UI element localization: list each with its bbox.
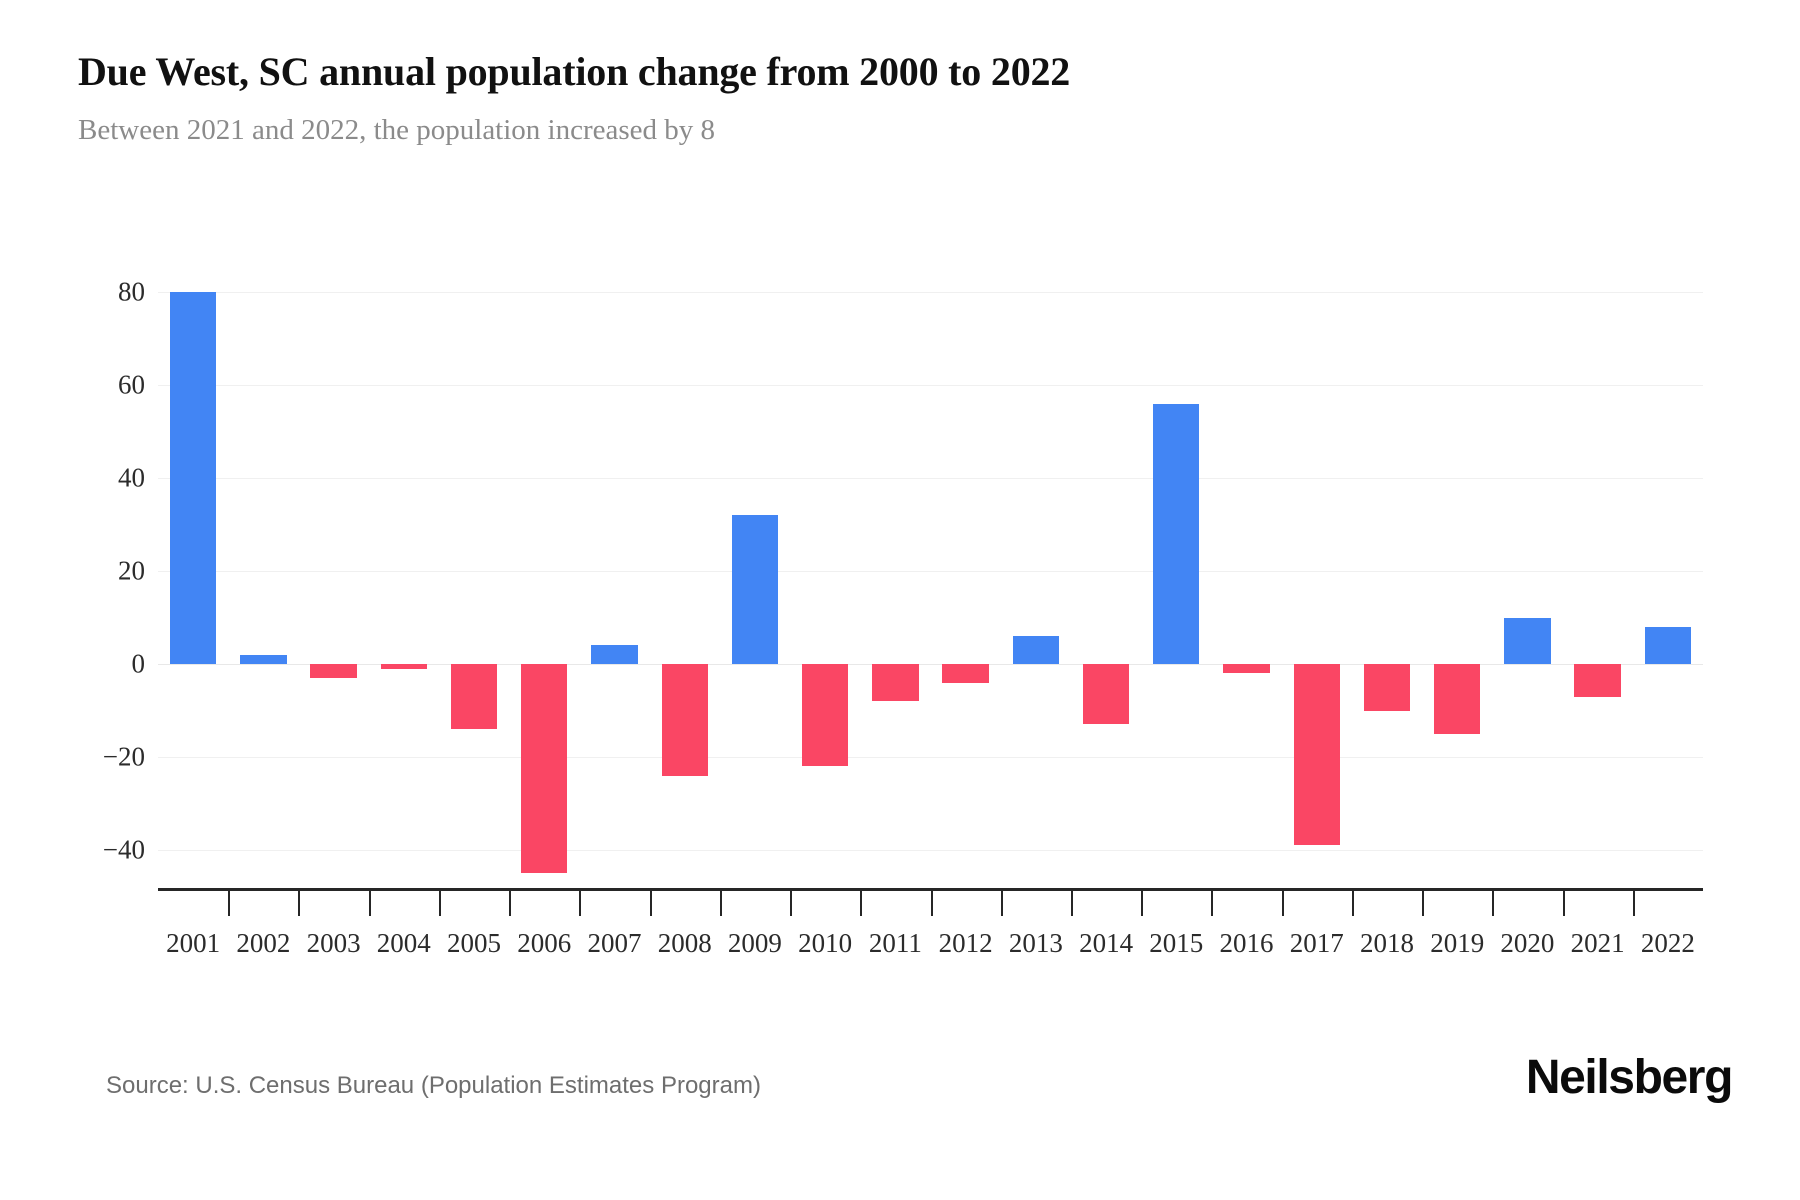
bar-2007[interactable]: [591, 645, 638, 664]
x-axis-tick: [1281, 890, 1284, 916]
bar-2017[interactable]: [1293, 664, 1340, 846]
x-axis-tick: [860, 890, 863, 916]
x-axis-tick: [1070, 890, 1073, 916]
y-axis-tick-label: 0: [131, 648, 146, 679]
gridline: [158, 757, 1703, 758]
bar-2022[interactable]: [1644, 626, 1692, 664]
x-axis-tick-label: 2014: [1079, 928, 1134, 958]
x-axis-tick-label: 2010: [798, 928, 853, 958]
y-axis-tick-label: 80: [118, 276, 145, 307]
x-axis-tick: [1492, 890, 1495, 916]
x-axis-tick-label: 2016: [1219, 928, 1274, 958]
x-axis-tick: [719, 890, 722, 916]
x-axis-tick-label: 2013: [1008, 928, 1063, 958]
x-axis-tick: [368, 890, 371, 916]
bar-2014[interactable]: [1082, 664, 1130, 725]
x-axis-tick-label: 2018: [1359, 928, 1414, 958]
x-axis-tick: [649, 890, 652, 916]
bar-2018[interactable]: [1363, 664, 1411, 711]
gridline: [158, 478, 1703, 479]
bar-2003[interactable]: [310, 664, 357, 678]
x-axis-tick: [930, 890, 933, 916]
x-axis-tick-label: 2015: [1149, 928, 1204, 958]
bar-2011[interactable]: [872, 664, 919, 702]
gridline: [158, 850, 1703, 851]
x-axis-tick-label: 2002: [236, 928, 291, 958]
bar-2021[interactable]: [1574, 664, 1621, 697]
bar-2015[interactable]: [1153, 403, 1200, 664]
bar-2013[interactable]: [1012, 636, 1059, 664]
x-axis-tick: [1000, 890, 1003, 916]
x-axis-tick-label: 2019: [1430, 928, 1485, 958]
x-axis-tick-label: 2020: [1500, 928, 1555, 958]
x-axis-tick-label: 2022: [1640, 928, 1695, 958]
x-axis-tick: [298, 890, 301, 916]
chart-subtitle: Between 2021 and 2022, the population in…: [78, 114, 716, 147]
bar-2012[interactable]: [942, 664, 989, 683]
x-axis-tick: [509, 890, 512, 916]
x-axis-tick-label: 2017: [1289, 928, 1344, 958]
page-title: Due West, SC annual population change fr…: [78, 49, 1071, 94]
x-axis-tick: [1141, 890, 1144, 916]
x-axis-tick: [790, 890, 793, 916]
bar-2005[interactable]: [450, 664, 498, 730]
x-axis-tick-label: 2021: [1570, 928, 1625, 958]
chart-header: Due West, SC annual population change fr…: [78, 48, 1740, 148]
y-axis-tick-label: −40: [102, 834, 145, 865]
x-axis-tick: [1562, 890, 1565, 916]
bars-group: [158, 0, 1703, 1200]
bar-2006[interactable]: [521, 664, 568, 874]
x-axis-tick-label: 2008: [657, 928, 712, 958]
gridline: [158, 292, 1703, 293]
x-axis-tick: [438, 890, 441, 916]
x-axis-tick-label: 2009: [727, 928, 782, 958]
x-axis-tick-label: 2005: [447, 928, 502, 958]
y-axis-tick-label: 40: [118, 462, 145, 493]
x-axis-tick: [1422, 890, 1425, 916]
bar-2001[interactable]: [169, 292, 217, 664]
x-axis-tick-label: 2006: [517, 928, 572, 958]
x-axis-line: [158, 888, 1703, 891]
bar-2016[interactable]: [1223, 664, 1270, 674]
gridline: [158, 571, 1703, 572]
bar-2009[interactable]: [731, 515, 779, 664]
x-axis-tick-label: 2007: [587, 928, 642, 958]
bar-2019[interactable]: [1434, 664, 1481, 734]
bar-2004[interactable]: [380, 664, 427, 669]
y-axis-tick-label: −20: [102, 741, 145, 772]
x-axis-tick: [1211, 890, 1214, 916]
x-axis-tick-label: 2003: [306, 928, 361, 958]
bar-2002[interactable]: [240, 654, 287, 664]
x-axis-tick-label: 2004: [376, 928, 431, 958]
x-axis-tick-label: 2011: [868, 928, 922, 958]
x-axis-tick: [579, 890, 582, 916]
gridline: [158, 664, 1703, 665]
x-axis-tick: [228, 890, 231, 916]
x-axis-tick-label: 2012: [938, 928, 993, 958]
brand-logo: Neilsberg: [1525, 1051, 1734, 1104]
source-note: Source: U.S. Census Bureau (Population E…: [106, 1072, 761, 1099]
x-axis-tick-label: 2001: [166, 928, 221, 958]
y-axis-tick-label: 20: [118, 555, 145, 586]
gridline: [158, 385, 1703, 386]
bar-2008[interactable]: [661, 664, 708, 776]
bar-2010[interactable]: [801, 664, 849, 767]
y-axis-tick-label: 60: [118, 369, 145, 400]
bar-2020[interactable]: [1504, 617, 1551, 664]
x-axis-tick: [1632, 890, 1635, 916]
x-axis-tick: [1351, 890, 1354, 916]
